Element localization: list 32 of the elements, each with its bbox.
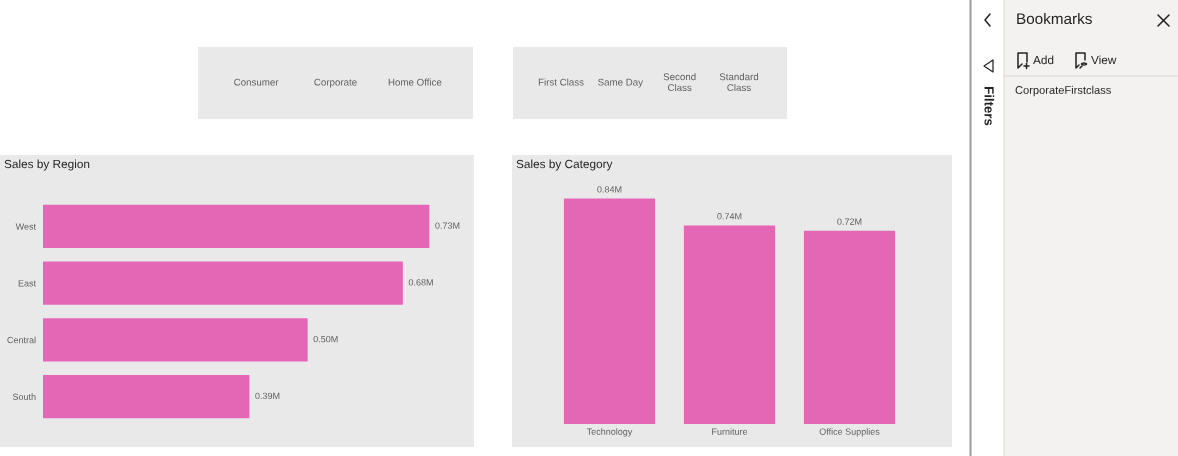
y-tick-label: South [12, 393, 36, 400]
bar [43, 204, 430, 248]
category-label: Consumer [234, 78, 279, 86]
x-tick-label: Office Supplies [819, 428, 880, 437]
text: Bookmarks [1017, 12, 1092, 25]
category-label: Second Class [663, 73, 696, 92]
data-label: 0.74M [717, 213, 742, 220]
y-tick-label: Central [7, 336, 36, 344]
text: View [1091, 55, 1117, 65]
category-label: Home Office [388, 78, 442, 86]
text: Filters [984, 87, 995, 126]
bar [43, 261, 403, 305]
data-label: 0.39M [255, 392, 280, 400]
data-label: 0.84M [597, 186, 622, 193]
category-label: Standard Class [719, 73, 759, 92]
chart-title: Sales by Region [4, 159, 90, 171]
y-tick-label: East [18, 280, 36, 287]
data-label: 0.72M [837, 218, 862, 225]
bar [43, 318, 308, 362]
x-tick-label: Technology [586, 428, 633, 437]
text: CorporateFirstclass [1015, 85, 1111, 97]
data-label: 0.68M [408, 279, 433, 286]
bar [43, 375, 250, 419]
data-label: 0.50M [313, 335, 338, 343]
y-tick-label: West [15, 223, 36, 230]
category-label: First Class [538, 78, 584, 86]
text: Add [1033, 55, 1054, 65]
x-tick-label: Furniture [712, 428, 748, 435]
data-label: 0.73M [435, 222, 460, 229]
category-label: Same Day [598, 78, 644, 88]
category-label: Corporate [314, 78, 357, 88]
chart-title: Sales by Category [516, 159, 613, 171]
